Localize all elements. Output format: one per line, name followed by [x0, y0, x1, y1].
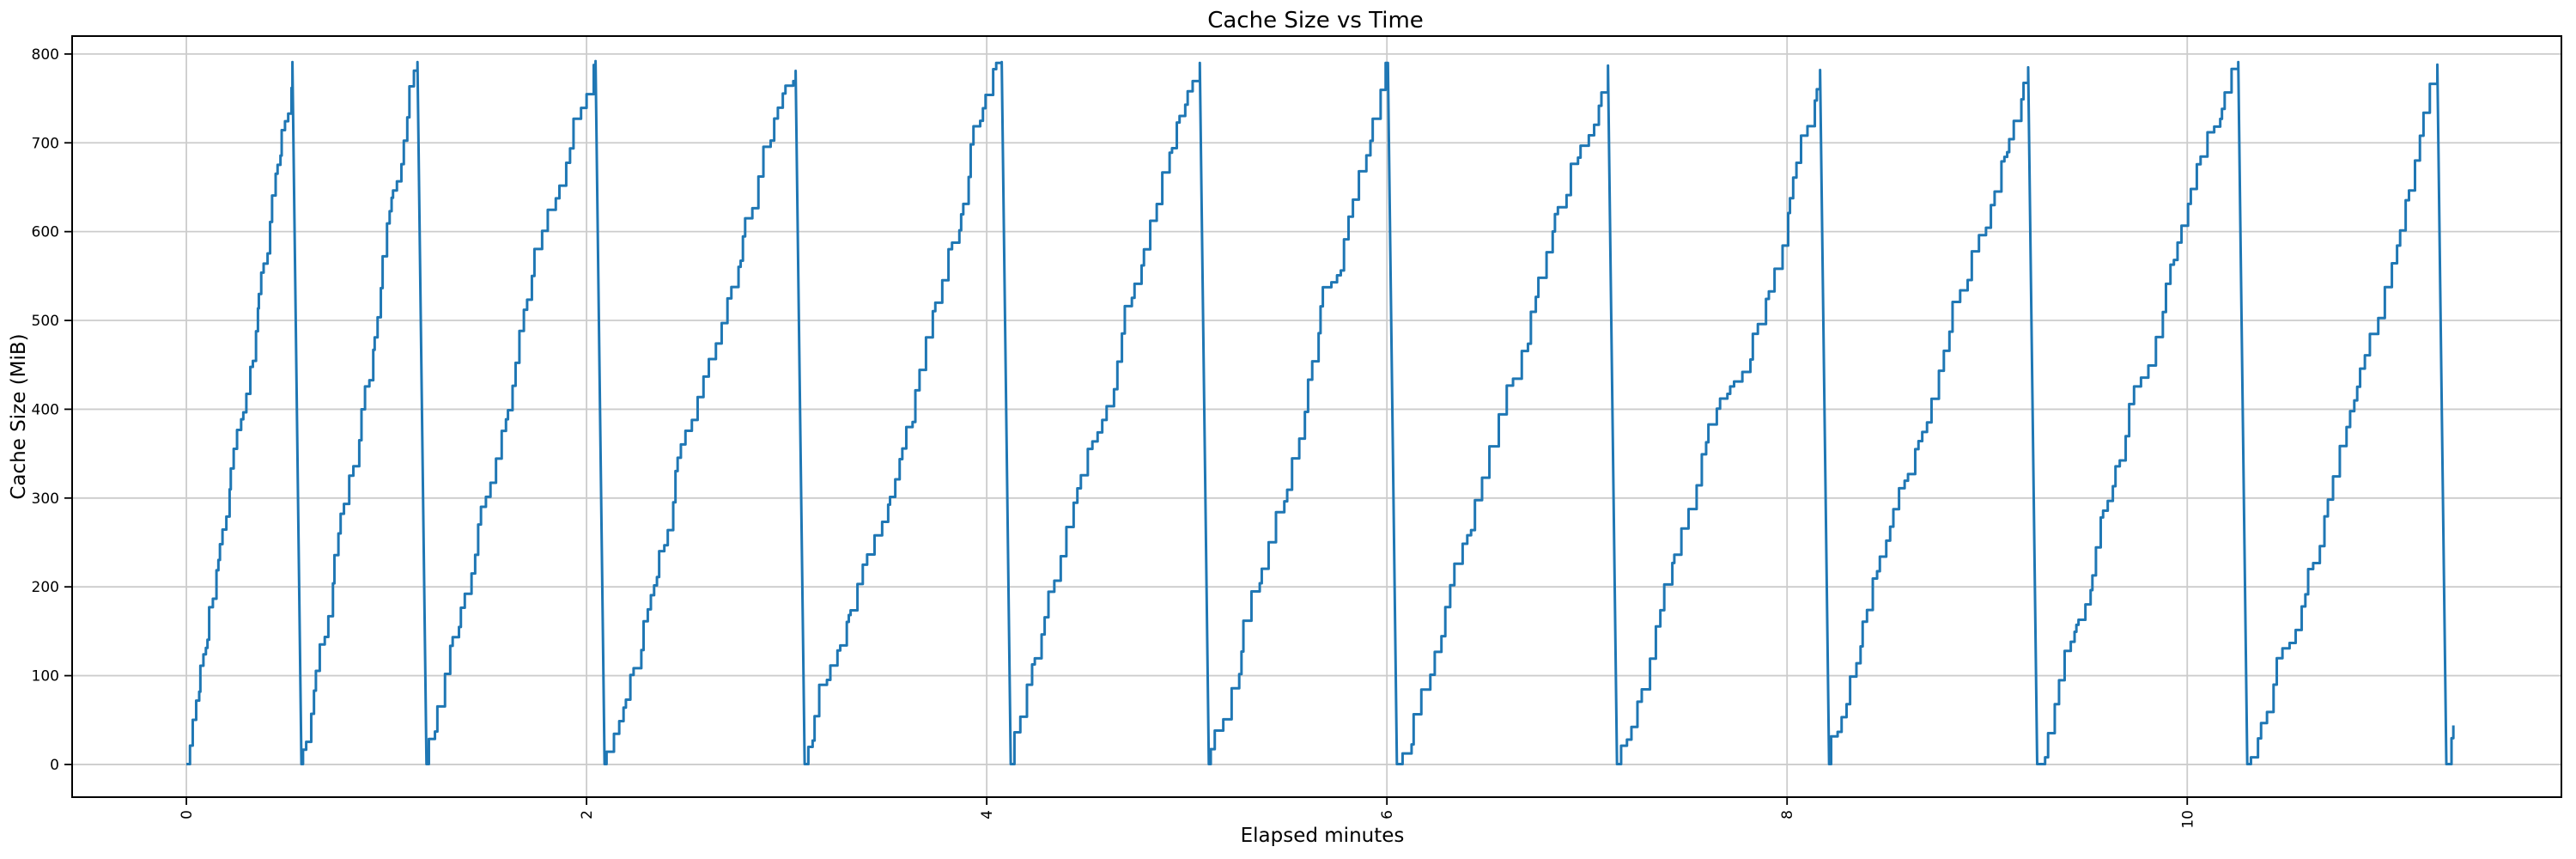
- x-tick-label: 2: [579, 810, 596, 819]
- y-tick-label: 800: [32, 46, 59, 64]
- x-tick-label: 0: [179, 810, 196, 819]
- y-tick-label: 400: [32, 401, 59, 418]
- x-axis-label: Elapsed minutes: [1240, 825, 1405, 847]
- x-tick-label: 4: [979, 810, 996, 819]
- y-tick-label: 300: [32, 490, 59, 508]
- y-tick-label: 0: [50, 757, 59, 774]
- y-tick-label: 500: [32, 313, 59, 330]
- y-tick-label: 100: [32, 668, 59, 685]
- x-tick-label: 8: [1779, 810, 1796, 819]
- y-tick-label: 700: [32, 135, 59, 152]
- x-tick-label: 6: [1379, 810, 1396, 819]
- plot-border: [71, 35, 2562, 798]
- y-tick-label: 600: [32, 224, 59, 241]
- y-tick-label: 200: [32, 579, 59, 596]
- cache-size-line: [186, 59, 2455, 765]
- chart-title: Cache Size vs Time: [1207, 8, 1424, 34]
- y-axis-label: Cache Size (MiB): [8, 333, 30, 500]
- x-tick-label: 10: [2179, 810, 2196, 829]
